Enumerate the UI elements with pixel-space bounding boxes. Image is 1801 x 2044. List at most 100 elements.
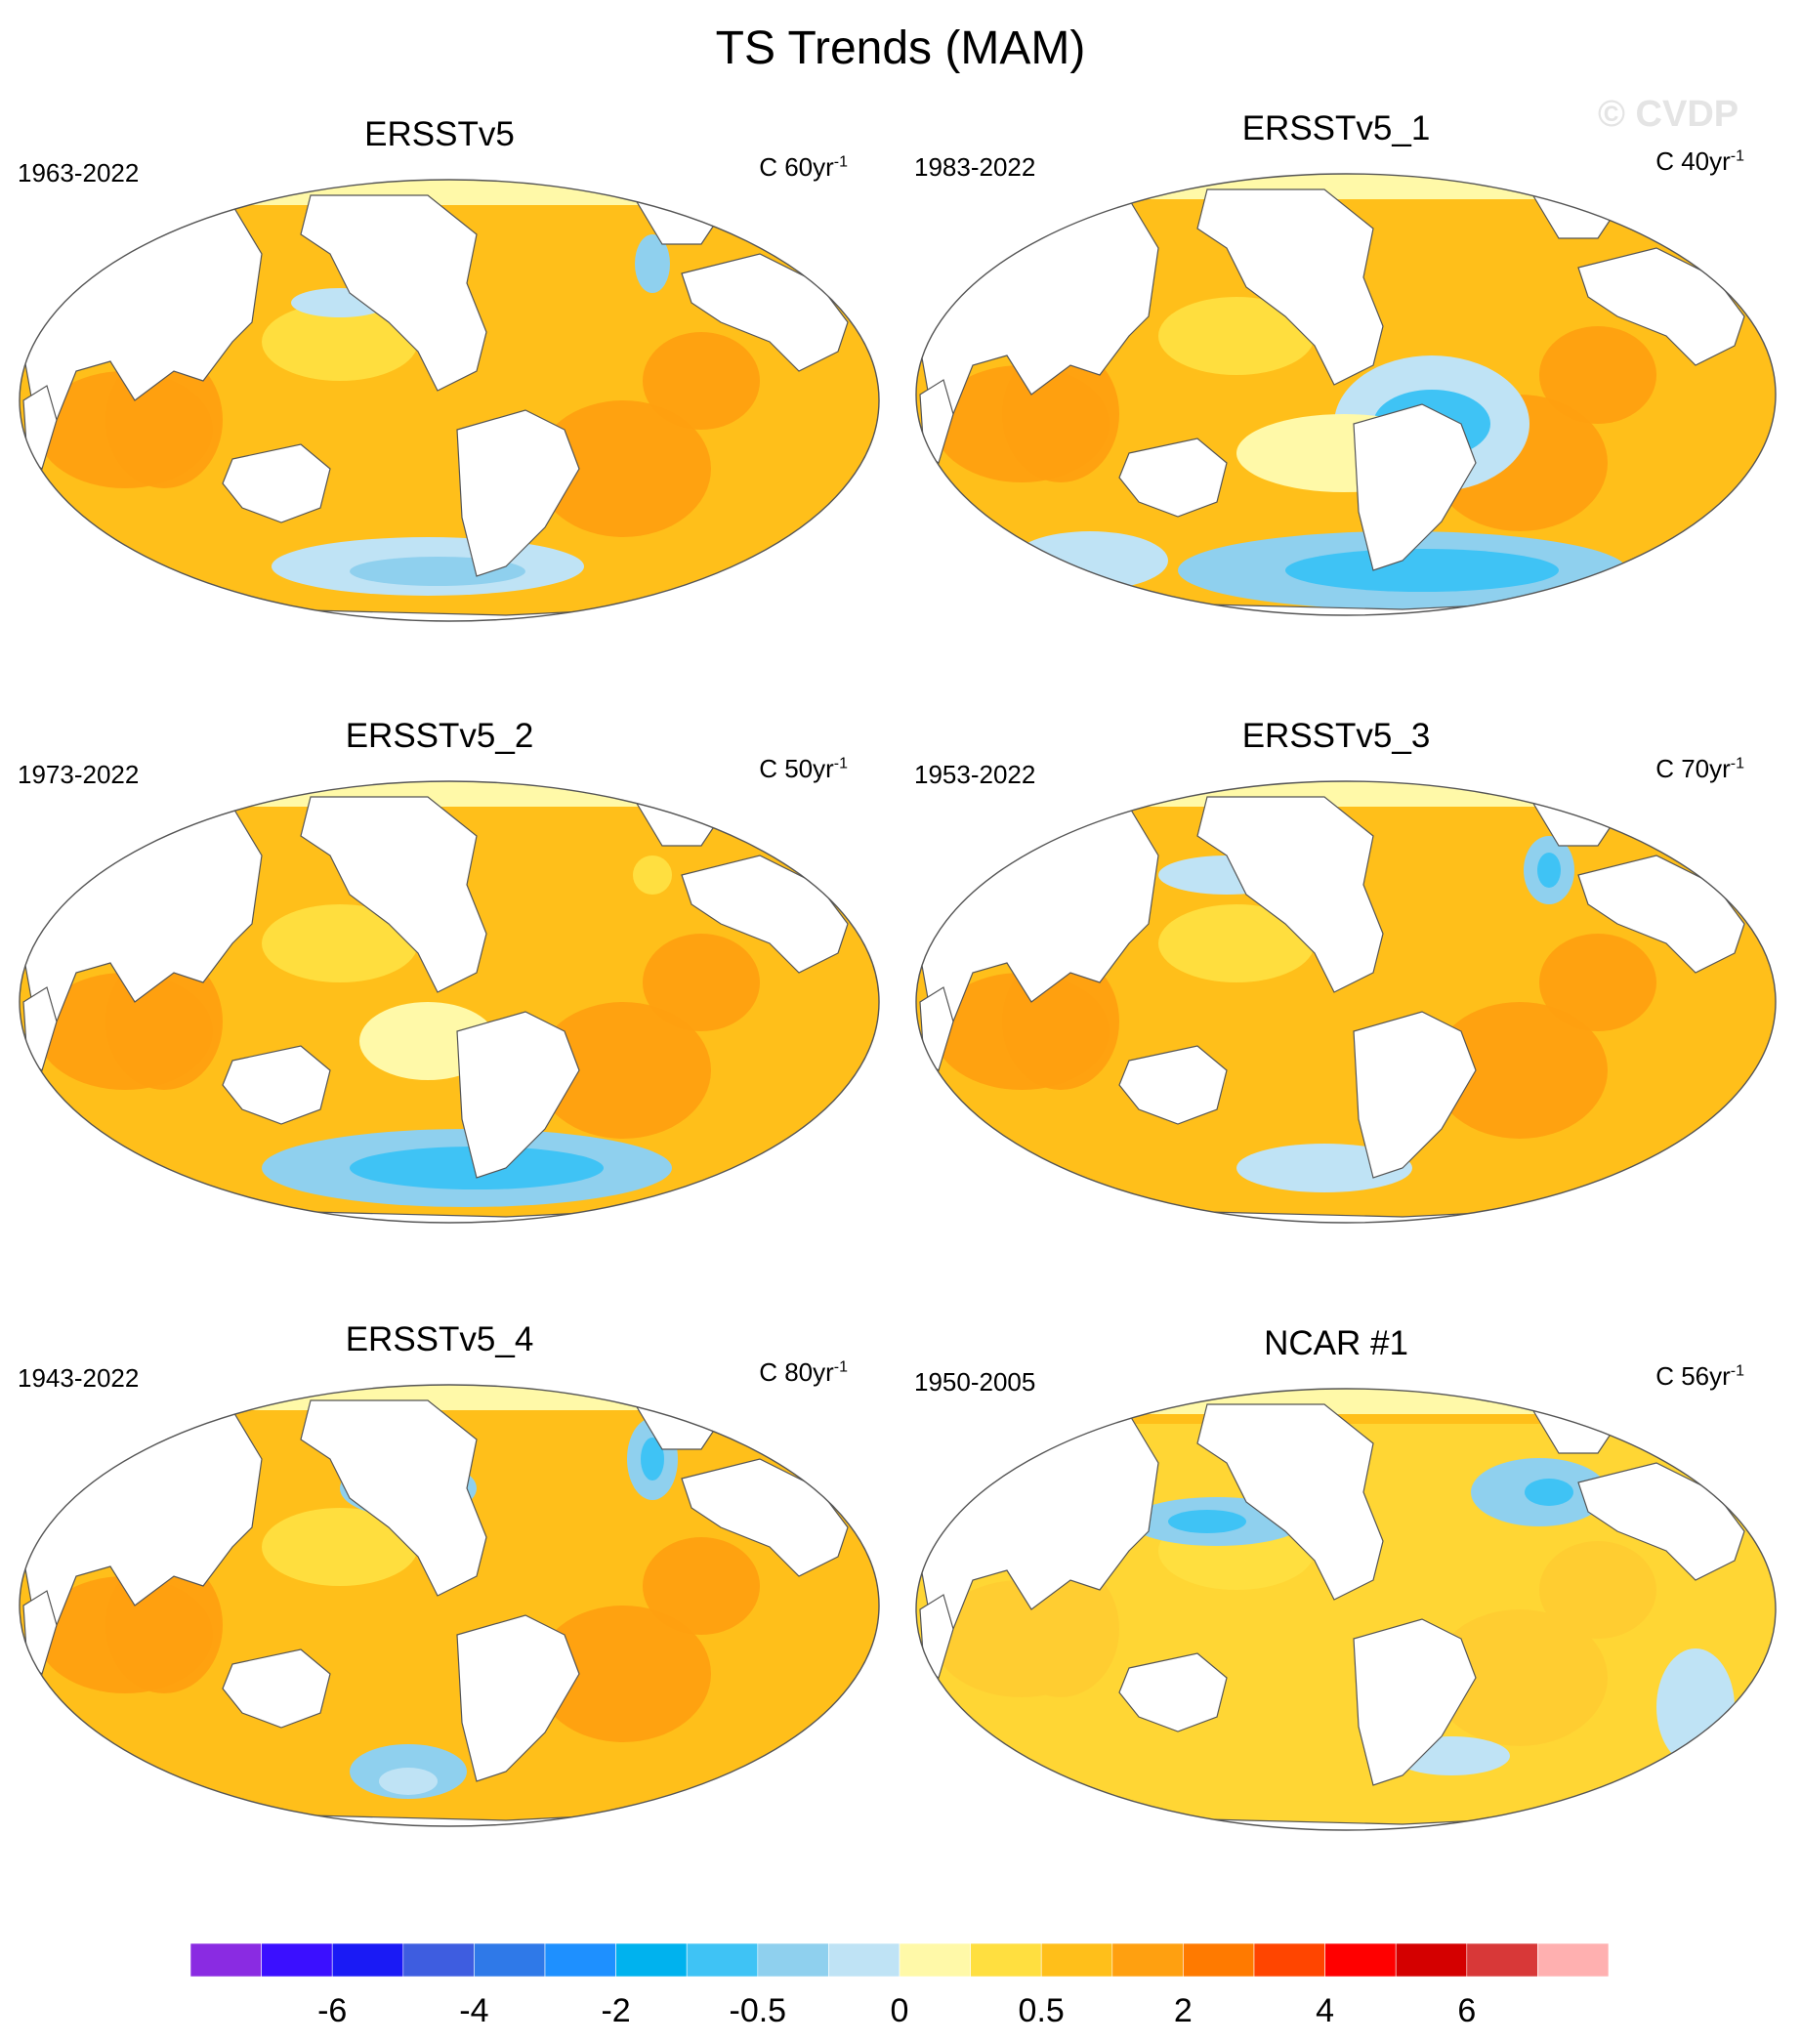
trend-patch xyxy=(1525,1479,1573,1506)
map-panel-ersstv5-2: ERSSTv5_2 1973-2022 C 50yr-1 xyxy=(0,717,880,1303)
map-svg xyxy=(19,780,880,1224)
trend-patch xyxy=(379,1768,438,1795)
colorbar-tick-label: 0.5 xyxy=(1018,1992,1065,2029)
land-mass xyxy=(1353,1618,1477,1786)
trend-patch xyxy=(643,1537,760,1635)
trend-patch xyxy=(643,332,760,430)
trend-patch xyxy=(1539,326,1656,424)
colorbar-box xyxy=(190,1943,262,1978)
map-panel-ersstv5: ERSSTv5 1963-2022 C 60yr-1 xyxy=(0,115,880,701)
trend-patch xyxy=(1656,1648,1735,1766)
map-svg xyxy=(19,1384,880,1827)
panel-period: 1943-2022 xyxy=(18,1363,140,1393)
map-outline xyxy=(915,780,1777,1224)
colorbar-box xyxy=(1253,1943,1325,1978)
colorbar-box xyxy=(899,1943,971,1978)
cvdp-watermark: © CVDP xyxy=(1598,94,1739,135)
map-outline xyxy=(19,1384,880,1827)
trend-patch xyxy=(262,1508,418,1586)
land-mass xyxy=(1118,1652,1228,1732)
map-outline xyxy=(19,179,880,622)
colorbar-box xyxy=(1537,1943,1609,1978)
land-mass xyxy=(1577,1462,1745,1581)
trend-patch xyxy=(262,904,418,982)
panel-title: ERSSTv5_2 xyxy=(345,717,534,755)
trend-patch xyxy=(633,855,672,895)
land-mass xyxy=(1353,403,1477,571)
colorbar-tick-label: 0 xyxy=(890,1992,909,2029)
panel-title: NCAR #1 xyxy=(1264,1324,1408,1362)
panel-trend-units: C 60yr-1 xyxy=(759,152,848,182)
colorbar-box xyxy=(828,1943,900,1978)
land-mass xyxy=(1118,1045,1228,1125)
land-mass xyxy=(300,1399,487,1597)
colorbar-box xyxy=(1040,1943,1113,1978)
trend-patch xyxy=(641,1438,664,1481)
colorbar-box xyxy=(474,1943,546,1978)
trend-patch xyxy=(1539,934,1656,1031)
panel-title: ERSSTv5_3 xyxy=(1241,717,1431,755)
trend-patch xyxy=(535,1002,711,1139)
colorbar-box xyxy=(615,1943,688,1978)
trend-patch xyxy=(635,234,670,293)
trend-patch xyxy=(1158,297,1315,375)
panel-trend-units: C 40yr-1 xyxy=(1655,146,1744,176)
panel-period: 1983-2022 xyxy=(914,152,1036,182)
panel-title: ERSSTv5 xyxy=(364,115,515,153)
map-svg xyxy=(19,179,880,622)
colorbar-tick-label: 2 xyxy=(1173,1992,1193,2029)
colorbar xyxy=(190,1943,1609,1978)
map-svg xyxy=(915,173,1777,616)
colorbar-box xyxy=(544,1943,616,1978)
panel-trend-units: C 80yr-1 xyxy=(759,1357,848,1387)
land-mass xyxy=(456,1614,580,1782)
land-mass xyxy=(456,409,580,577)
map-svg xyxy=(915,780,1777,1224)
colorbar-tick-label: 6 xyxy=(1457,1992,1477,2029)
map-outline xyxy=(19,780,880,1224)
land-mass xyxy=(222,1045,331,1125)
trend-patch xyxy=(535,400,711,537)
panel-period: 1950-2005 xyxy=(914,1367,1036,1397)
trend-patch xyxy=(1168,1510,1246,1533)
panel-period: 1953-2022 xyxy=(914,760,1036,789)
map-outline xyxy=(915,173,1777,616)
trend-patch xyxy=(643,934,760,1031)
panel-title: ERSSTv5_4 xyxy=(345,1320,534,1358)
colorbar-tick-label: -6 xyxy=(317,1992,348,2029)
panel-trend-units: C 70yr-1 xyxy=(1655,754,1744,783)
land-mass xyxy=(456,1011,580,1179)
colorbar-tick-label: -0.5 xyxy=(729,1992,787,2029)
colorbar-box xyxy=(1395,1943,1468,1978)
panel-period: 1963-2022 xyxy=(18,158,140,188)
map-panel-ersstv5-3: ERSSTv5_3 1953-2022 C 70yr-1 xyxy=(897,717,1777,1303)
map-panel-ncar-1: NCAR #1 1950-2005 C 56yr-1 xyxy=(897,1324,1777,1910)
map-outline xyxy=(915,1388,1777,1831)
colorbar-box xyxy=(1183,1943,1255,1978)
land-mass xyxy=(300,796,487,993)
colorbar-box xyxy=(686,1943,759,1978)
land-mass xyxy=(681,855,849,974)
land-mass xyxy=(1196,188,1384,386)
colorbar-tick-label: -2 xyxy=(601,1992,631,2029)
trend-patch xyxy=(535,1606,711,1742)
colorbar-tick-label: -4 xyxy=(459,1992,489,2029)
land-mass xyxy=(222,1648,331,1729)
panel-trend-units: C 50yr-1 xyxy=(759,754,848,783)
trend-patch xyxy=(1012,531,1168,590)
panel-period: 1973-2022 xyxy=(18,760,140,789)
trend-patch xyxy=(262,303,418,381)
land-mass xyxy=(681,253,849,372)
panel-trend-units: C 56yr-1 xyxy=(1655,1361,1744,1391)
colorbar-box xyxy=(331,1943,404,1978)
map-panel-ersstv5-4: ERSSTv5_4 1943-2022 C 80yr-1 xyxy=(0,1320,880,1906)
trend-patch xyxy=(1285,549,1559,592)
trend-patch xyxy=(1537,853,1561,888)
colorbar-box xyxy=(402,1943,475,1978)
colorbar-box xyxy=(1466,1943,1538,1978)
land-mass xyxy=(1196,1403,1384,1601)
land-mass xyxy=(1196,796,1384,993)
land-mass xyxy=(222,443,331,523)
colorbar-box xyxy=(1324,1943,1397,1978)
colorbar-box xyxy=(970,1943,1042,1978)
